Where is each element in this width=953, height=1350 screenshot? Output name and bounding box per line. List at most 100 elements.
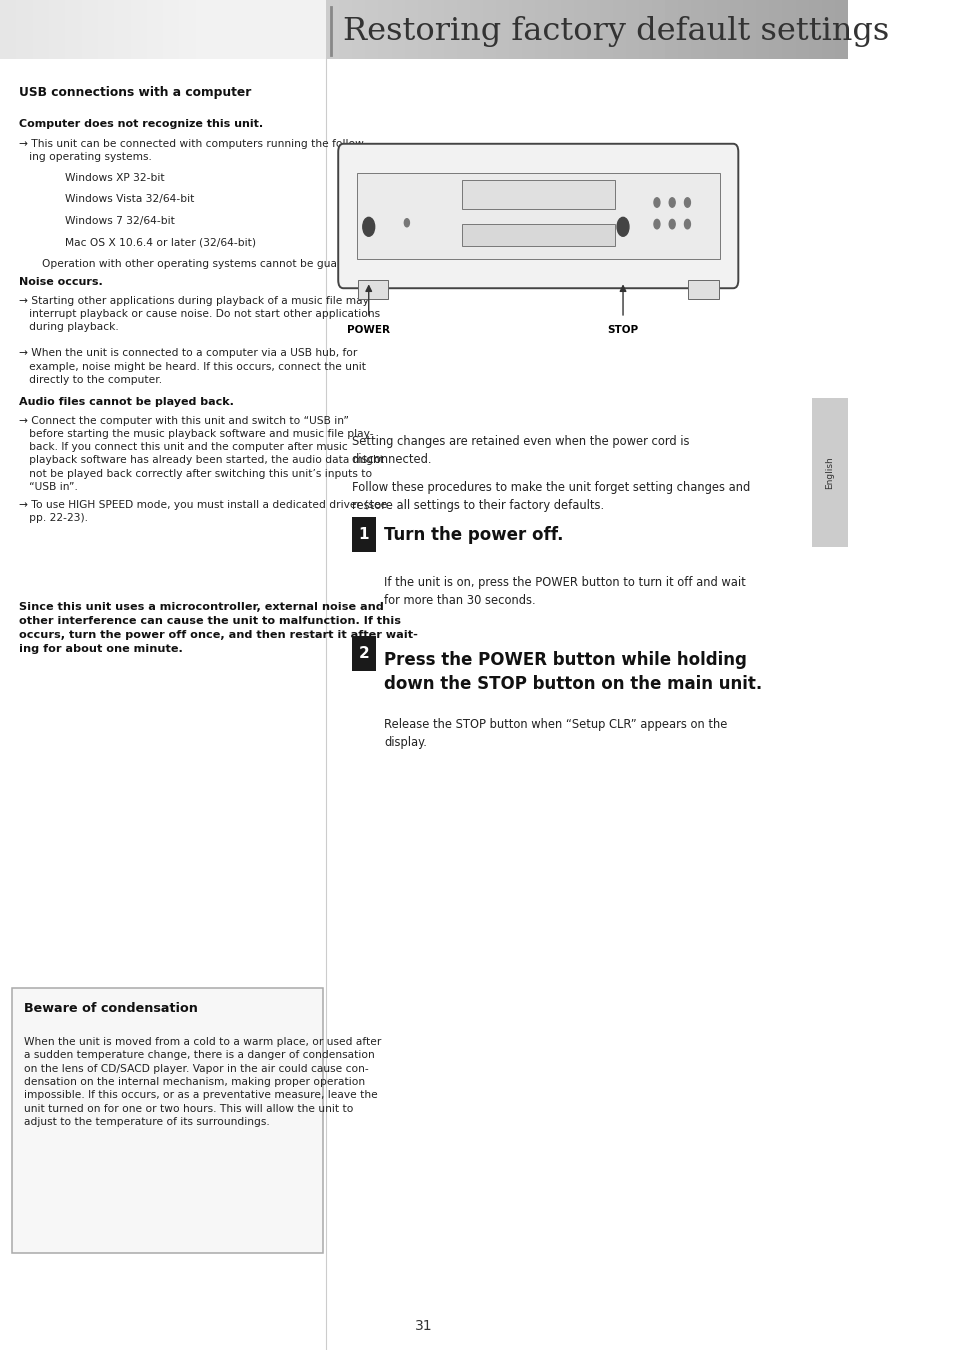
FancyBboxPatch shape [98, 0, 106, 59]
FancyBboxPatch shape [378, 0, 391, 59]
FancyBboxPatch shape [703, 0, 717, 59]
Text: When the unit is moved from a cold to a warm place, or used after
a sudden tempe: When the unit is moved from a cold to a … [24, 1037, 380, 1127]
FancyBboxPatch shape [326, 0, 339, 59]
FancyBboxPatch shape [301, 0, 310, 59]
FancyBboxPatch shape [82, 0, 90, 59]
Text: Turn the power off.: Turn the power off. [384, 525, 563, 544]
FancyBboxPatch shape [521, 0, 535, 59]
Text: Audio files cannot be played back.: Audio files cannot be played back. [19, 397, 233, 406]
Circle shape [683, 198, 690, 207]
FancyBboxPatch shape [188, 0, 195, 59]
FancyBboxPatch shape [811, 398, 847, 547]
Circle shape [362, 217, 375, 236]
FancyBboxPatch shape [11, 988, 323, 1253]
FancyBboxPatch shape [269, 0, 277, 59]
FancyBboxPatch shape [212, 0, 220, 59]
FancyBboxPatch shape [41, 0, 49, 59]
FancyBboxPatch shape [179, 0, 188, 59]
Text: Windows XP 32-bit: Windows XP 32-bit [65, 173, 165, 182]
Text: Restoring factory default settings: Restoring factory default settings [343, 16, 888, 46]
FancyBboxPatch shape [73, 0, 82, 59]
Circle shape [668, 198, 675, 207]
FancyBboxPatch shape [204, 0, 212, 59]
FancyBboxPatch shape [508, 0, 521, 59]
FancyBboxPatch shape [277, 0, 285, 59]
FancyBboxPatch shape [535, 0, 547, 59]
Text: Setting changes are retained even when the power cord is
disconnected.: Setting changes are retained even when t… [352, 435, 689, 466]
FancyBboxPatch shape [253, 0, 261, 59]
FancyBboxPatch shape [821, 0, 834, 59]
Circle shape [654, 220, 659, 230]
Text: 2: 2 [358, 645, 369, 662]
FancyBboxPatch shape [456, 0, 469, 59]
FancyBboxPatch shape [560, 0, 574, 59]
FancyBboxPatch shape [691, 0, 703, 59]
FancyBboxPatch shape [57, 0, 65, 59]
Text: If the unit is on, press the POWER button to turn it off and wait
for more than : If the unit is on, press the POWER butto… [384, 576, 745, 608]
Text: Press the POWER button while holding
down the STOP button on the main unit.: Press the POWER button while holding dow… [384, 651, 761, 693]
FancyBboxPatch shape [285, 0, 294, 59]
FancyBboxPatch shape [742, 0, 756, 59]
Text: → Starting other applications during playback of a music file may
   interrupt p: → Starting other applications during pla… [19, 296, 379, 332]
FancyBboxPatch shape [25, 0, 32, 59]
FancyBboxPatch shape [356, 174, 719, 259]
FancyBboxPatch shape [461, 180, 614, 209]
Text: Beware of condensation: Beware of condensation [24, 1002, 197, 1015]
FancyBboxPatch shape [795, 0, 808, 59]
Text: → To use HIGH SPEED mode, you must install a dedicated driver (see
   pp. 22-23): → To use HIGH SPEED mode, you must insta… [19, 500, 387, 522]
FancyBboxPatch shape [352, 0, 365, 59]
FancyBboxPatch shape [574, 0, 586, 59]
FancyBboxPatch shape [443, 0, 456, 59]
FancyBboxPatch shape [357, 281, 388, 300]
FancyBboxPatch shape [318, 0, 326, 59]
Text: Operation with other operating systems cannot be guaranteed.: Operation with other operating systems c… [42, 259, 382, 269]
FancyBboxPatch shape [652, 0, 664, 59]
Text: → When the unit is connected to a computer via a USB hub, for
   example, noise : → When the unit is connected to a comput… [19, 348, 365, 385]
FancyBboxPatch shape [339, 0, 352, 59]
FancyBboxPatch shape [195, 0, 204, 59]
FancyBboxPatch shape [122, 0, 131, 59]
FancyBboxPatch shape [352, 636, 375, 671]
Text: Windows Vista 32/64-bit: Windows Vista 32/64-bit [65, 194, 194, 204]
FancyBboxPatch shape [90, 0, 98, 59]
Text: → This unit can be connected with computers running the follow-
   ing operating: → This unit can be connected with comput… [19, 139, 367, 162]
FancyBboxPatch shape [469, 0, 482, 59]
FancyBboxPatch shape [781, 0, 795, 59]
FancyBboxPatch shape [461, 224, 614, 246]
Text: Windows 7 32/64-bit: Windows 7 32/64-bit [65, 216, 175, 225]
FancyBboxPatch shape [808, 0, 821, 59]
Text: USB connections with a computer: USB connections with a computer [19, 86, 251, 100]
Text: 1: 1 [358, 526, 369, 543]
FancyBboxPatch shape [49, 0, 57, 59]
FancyBboxPatch shape [294, 0, 301, 59]
Text: STOP: STOP [607, 325, 638, 335]
Text: Computer does not recognize this unit.: Computer does not recognize this unit. [19, 119, 262, 128]
FancyBboxPatch shape [236, 0, 245, 59]
FancyBboxPatch shape [417, 0, 430, 59]
FancyBboxPatch shape [131, 0, 138, 59]
FancyBboxPatch shape [496, 0, 508, 59]
FancyBboxPatch shape [586, 0, 599, 59]
Text: → Connect the computer with this unit and switch to “USB in”
   before starting : → Connect the computer with this unit an… [19, 416, 383, 491]
FancyBboxPatch shape [32, 0, 41, 59]
FancyBboxPatch shape [687, 281, 718, 300]
FancyBboxPatch shape [310, 0, 318, 59]
FancyBboxPatch shape [639, 0, 652, 59]
FancyBboxPatch shape [547, 0, 560, 59]
FancyBboxPatch shape [430, 0, 443, 59]
FancyBboxPatch shape [65, 0, 73, 59]
Circle shape [404, 219, 409, 227]
FancyBboxPatch shape [599, 0, 613, 59]
FancyBboxPatch shape [678, 0, 691, 59]
Text: Release the STOP button when “Setup CLR” appears on the
display.: Release the STOP button when “Setup CLR”… [384, 718, 726, 749]
FancyBboxPatch shape [404, 0, 417, 59]
Circle shape [683, 220, 690, 230]
FancyBboxPatch shape [664, 0, 678, 59]
Text: Mac OS X 10.6.4 or later (32/64-bit): Mac OS X 10.6.4 or later (32/64-bit) [65, 238, 256, 247]
FancyBboxPatch shape [172, 0, 179, 59]
Text: Follow these procedures to make the unit forget setting changes and
restore all : Follow these procedures to make the unit… [352, 481, 749, 512]
Text: English: English [824, 456, 834, 489]
Text: Noise occurs.: Noise occurs. [19, 277, 102, 286]
FancyBboxPatch shape [163, 0, 172, 59]
FancyBboxPatch shape [114, 0, 122, 59]
